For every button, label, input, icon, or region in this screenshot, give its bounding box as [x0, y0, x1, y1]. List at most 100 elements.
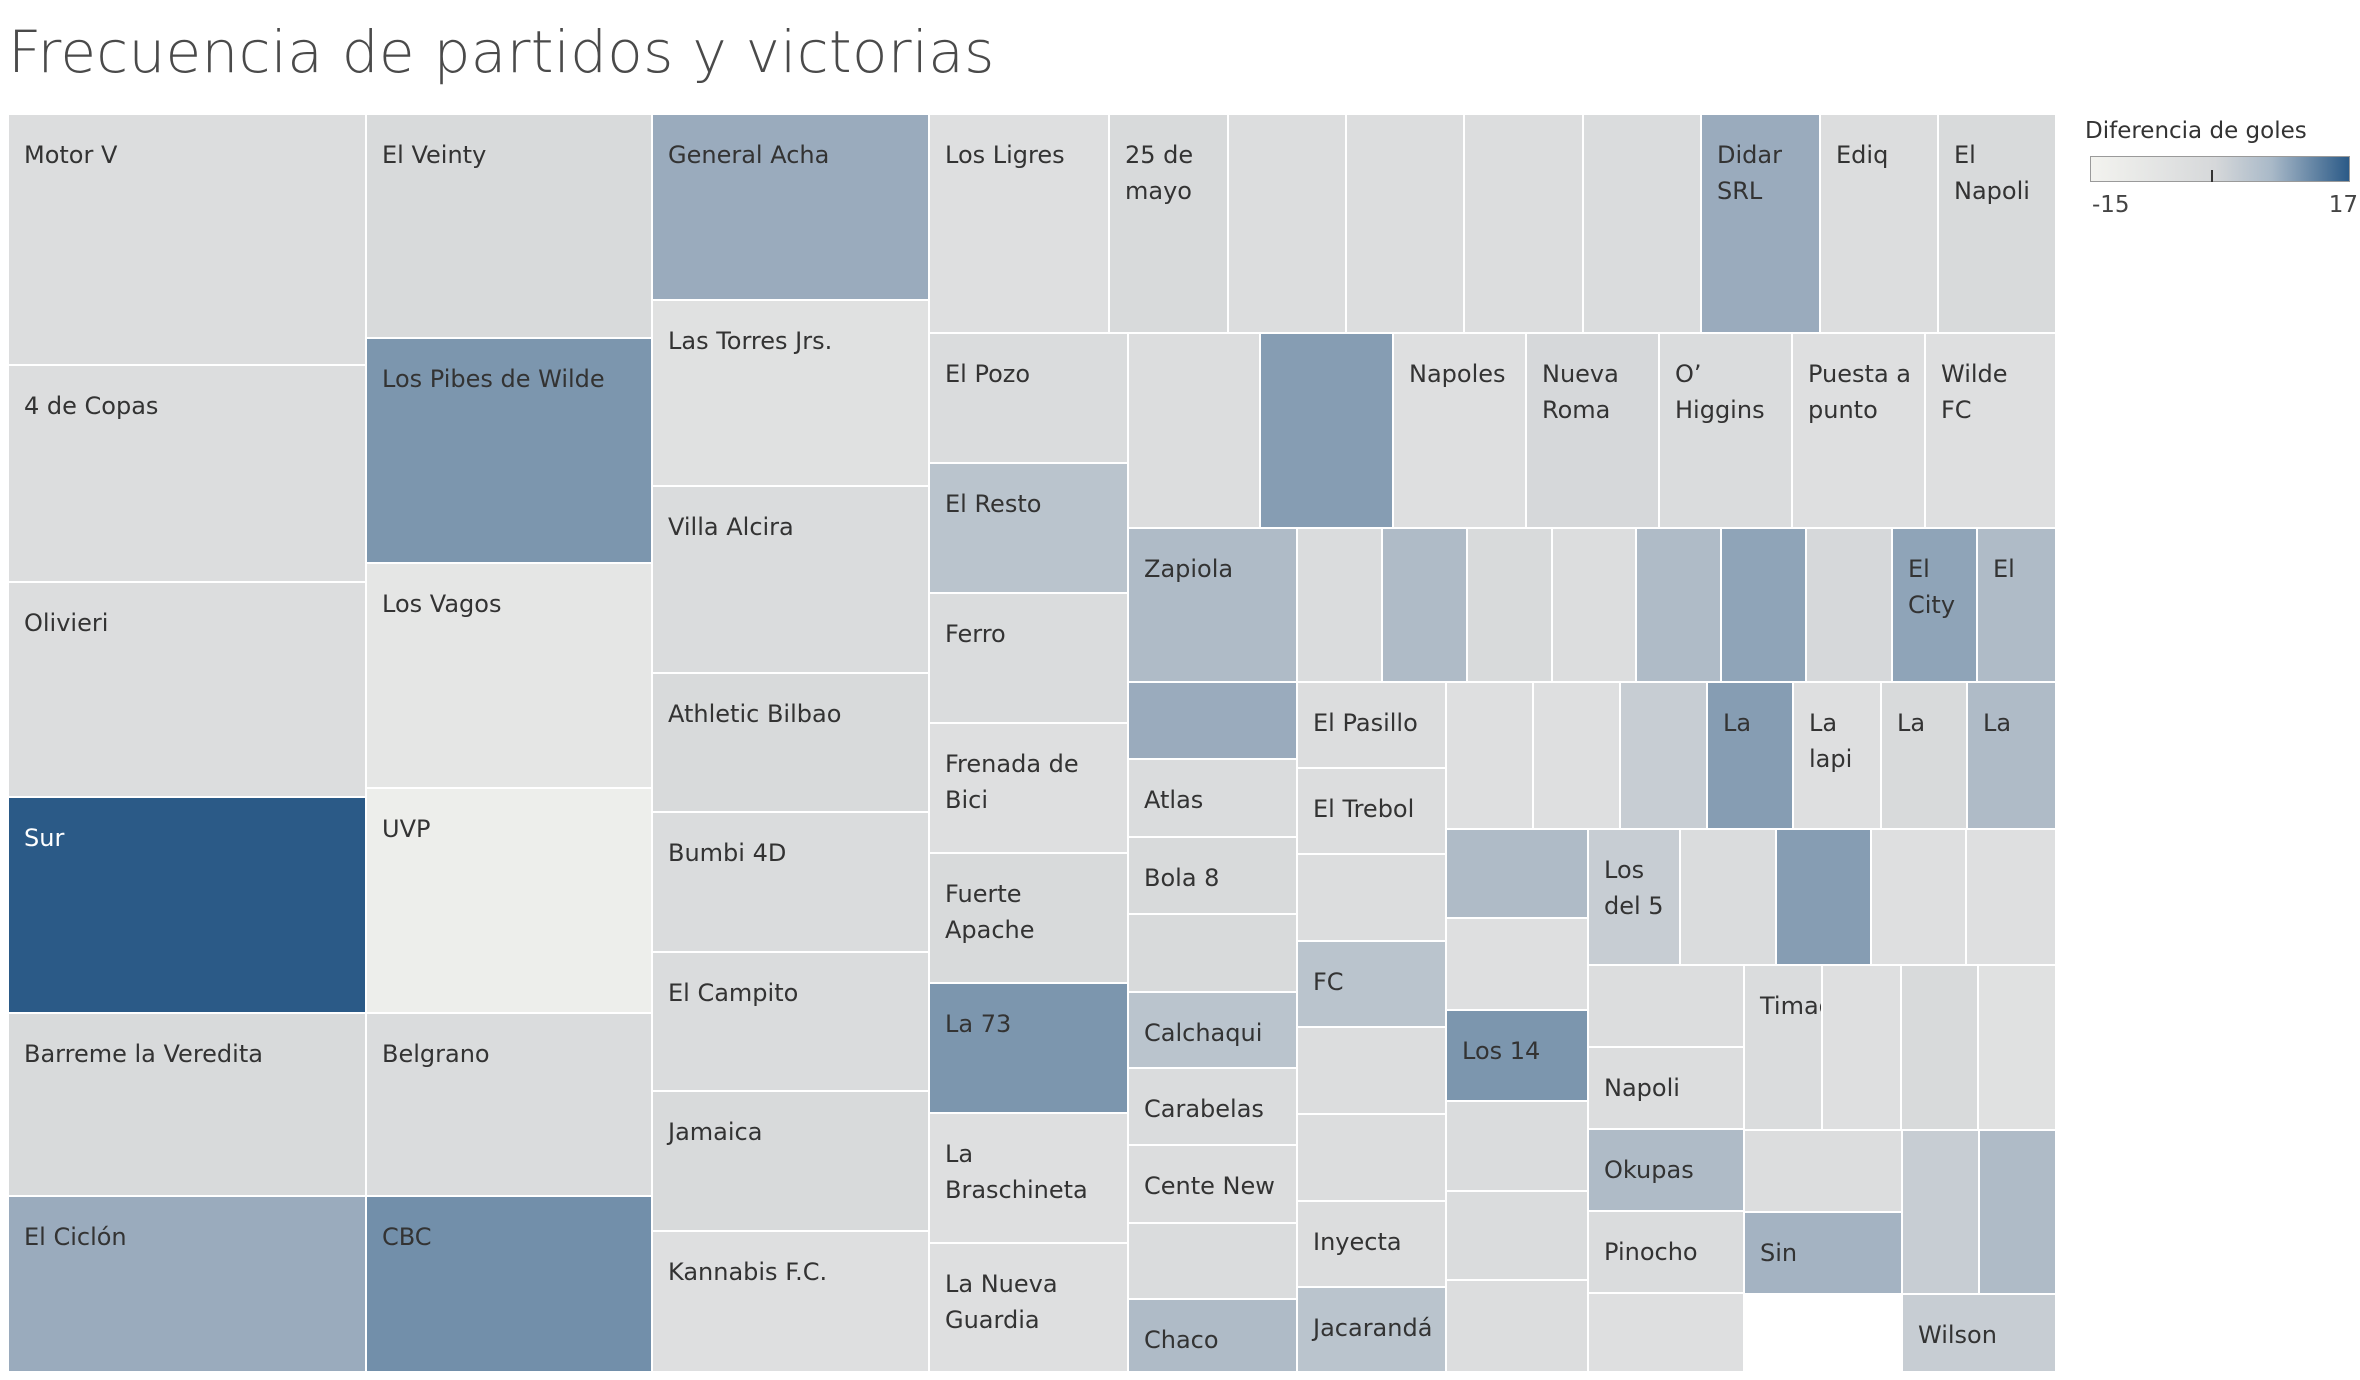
treemap-cell[interactable]: El Pozo — [930, 334, 1129, 464]
treemap-cell[interactable] — [1129, 683, 1298, 760]
treemap-cell[interactable] — [1447, 830, 1589, 919]
treemap-cell[interactable]: Chaco — [1129, 1300, 1298, 1373]
treemap-cell[interactable]: 4 de Copas — [9, 366, 367, 583]
treemap-cell[interactable]: La — [1708, 683, 1794, 830]
treemap-cell[interactable] — [1589, 966, 1745, 1048]
treemap-cell[interactable]: Bumbi 4D — [653, 813, 930, 953]
treemap-cell[interactable] — [1383, 529, 1468, 683]
treemap-cell[interactable]: Barreme la Veredita — [9, 1014, 367, 1197]
treemap-cell[interactable]: La Braschineta — [930, 1114, 1129, 1244]
treemap-cell[interactable]: Napoles — [1394, 334, 1527, 529]
treemap-cell[interactable]: Los del 5 — [1589, 830, 1681, 966]
treemap-cell[interactable] — [1823, 966, 1902, 1131]
treemap-cell[interactable]: Wilson — [1903, 1295, 2057, 1373]
treemap-cell[interactable]: Belgrano — [367, 1014, 653, 1197]
treemap-cell[interactable]: 25 de mayo — [1110, 115, 1229, 334]
treemap-cell[interactable]: El Trebol — [1298, 769, 1447, 855]
treemap-cell[interactable]: Carabelas — [1129, 1069, 1298, 1146]
treemap-cell[interactable] — [1534, 683, 1621, 830]
treemap-cell[interactable] — [1621, 683, 1708, 830]
treemap-cell[interactable]: El City — [1893, 529, 1978, 683]
treemap-cell[interactable] — [1777, 830, 1872, 966]
treemap-cell[interactable]: El Ciclón — [9, 1197, 367, 1373]
treemap-cell[interactable]: Sin — [1745, 1213, 1903, 1295]
treemap-cell[interactable] — [1979, 966, 2057, 1131]
treemap-cell[interactable] — [1468, 529, 1553, 683]
treemap-cell[interactable]: Las Torres Jrs. — [653, 301, 930, 487]
treemap-cell[interactable]: Ferro — [930, 594, 1129, 724]
treemap-cell[interactable]: Puesta a punto — [1793, 334, 1926, 529]
treemap-cell[interactable] — [1298, 529, 1383, 683]
treemap-cell[interactable]: Fuerte Apache — [930, 854, 1129, 984]
treemap-cell[interactable]: Cente New — [1129, 1146, 1298, 1224]
treemap-cell[interactable] — [1447, 1192, 1589, 1281]
treemap-cell[interactable]: Wilde FC — [1926, 334, 2057, 529]
treemap-cell[interactable]: Calchaqui — [1129, 993, 1298, 1069]
treemap-cell[interactable] — [1584, 115, 1702, 334]
treemap-cell[interactable]: El Pasillo — [1298, 683, 1447, 769]
treemap-cell[interactable]: La — [1882, 683, 1968, 830]
treemap-cell[interactable]: Nueva Roma — [1527, 334, 1660, 529]
treemap-cell[interactable]: Jamaica — [653, 1092, 930, 1232]
treemap-cell[interactable]: Pinocho — [1589, 1212, 1745, 1294]
treemap-cell[interactable] — [1722, 529, 1807, 683]
treemap-cell[interactable]: Napoli — [1589, 1048, 1745, 1130]
treemap-cell[interactable]: FC — [1298, 942, 1447, 1028]
treemap-cell[interactable] — [1447, 683, 1534, 830]
treemap-cell[interactable] — [1872, 830, 1967, 966]
treemap-cell[interactable] — [1447, 1102, 1589, 1192]
treemap-cell[interactable] — [1745, 1131, 1903, 1213]
treemap-cell[interactable] — [1261, 334, 1394, 529]
treemap-cell[interactable] — [1298, 1115, 1447, 1202]
treemap-cell[interactable] — [1298, 855, 1447, 942]
treemap-cell[interactable] — [1903, 1131, 1980, 1295]
treemap-cell[interactable]: Los Ligres — [930, 115, 1110, 334]
treemap-cell[interactable] — [1229, 115, 1347, 334]
treemap-cell[interactable] — [1129, 915, 1298, 993]
treemap-cell[interactable] — [1637, 529, 1722, 683]
treemap-cell[interactable] — [1589, 1294, 1745, 1373]
treemap-cell[interactable] — [1465, 115, 1584, 334]
treemap-cell[interactable] — [1129, 334, 1261, 529]
treemap-cell[interactable]: La 73 — [930, 984, 1129, 1114]
treemap-cell[interactable]: Jacarandá — [1298, 1288, 1447, 1373]
treemap-cell[interactable]: El Veinty — [367, 115, 653, 339]
treemap-cell[interactable]: Zapiola — [1129, 529, 1298, 683]
treemap-cell[interactable]: La lapi — [1794, 683, 1882, 830]
treemap-cell[interactable]: Los 14 — [1447, 1011, 1589, 1102]
treemap-cell[interactable]: Los Vagos — [367, 564, 653, 789]
treemap-cell[interactable]: Okupas — [1589, 1130, 1745, 1212]
treemap-cell[interactable] — [1967, 830, 2057, 966]
treemap-cell[interactable]: El Resto — [930, 464, 1129, 594]
treemap-cell[interactable]: Athletic Bilbao — [653, 674, 930, 813]
treemap-cell[interactable]: Bola 8 — [1129, 838, 1298, 915]
treemap-cell[interactable]: Timao — [1745, 966, 1823, 1131]
treemap-cell[interactable]: La Nueva Guardia — [930, 1244, 1129, 1373]
treemap-cell[interactable]: Motor V — [9, 115, 367, 366]
treemap-cell[interactable]: El Campito — [653, 953, 930, 1092]
treemap-cell[interactable]: Inyecta — [1298, 1202, 1447, 1288]
treemap-cell[interactable]: Didar SRL — [1702, 115, 1821, 334]
treemap-cell[interactable] — [1553, 529, 1637, 683]
treemap-cell[interactable]: General Acha — [653, 115, 930, 301]
treemap-cell[interactable]: CBC — [367, 1197, 653, 1373]
treemap-cell[interactable]: El Napoli — [1939, 115, 2057, 334]
treemap-cell[interactable]: Olivieri — [9, 583, 367, 798]
treemap-cell[interactable]: La — [1968, 683, 2057, 830]
treemap-cell[interactable]: Villa Alcira — [653, 487, 930, 674]
treemap-cell[interactable]: Frenada de Bici — [930, 724, 1129, 854]
treemap-cell[interactable] — [1807, 529, 1893, 683]
treemap-cell[interactable] — [1129, 1224, 1298, 1300]
treemap-cell[interactable]: Ediq — [1821, 115, 1939, 334]
treemap-cell[interactable]: Sur — [9, 798, 367, 1014]
treemap-cell[interactable]: Atlas — [1129, 760, 1298, 838]
treemap-cell[interactable] — [1298, 1028, 1447, 1115]
treemap-cell[interactable]: UVP — [367, 789, 653, 1014]
treemap-cell[interactable]: O’ Higgins — [1660, 334, 1793, 529]
treemap-cell[interactable]: El — [1978, 529, 2057, 683]
treemap-cell[interactable]: Kannabis F.C. — [653, 1232, 930, 1373]
treemap-cell[interactable] — [1347, 115, 1465, 334]
treemap-cell[interactable] — [1902, 966, 1979, 1131]
treemap-cell[interactable] — [1681, 830, 1777, 966]
treemap-cell[interactable] — [1447, 919, 1589, 1011]
